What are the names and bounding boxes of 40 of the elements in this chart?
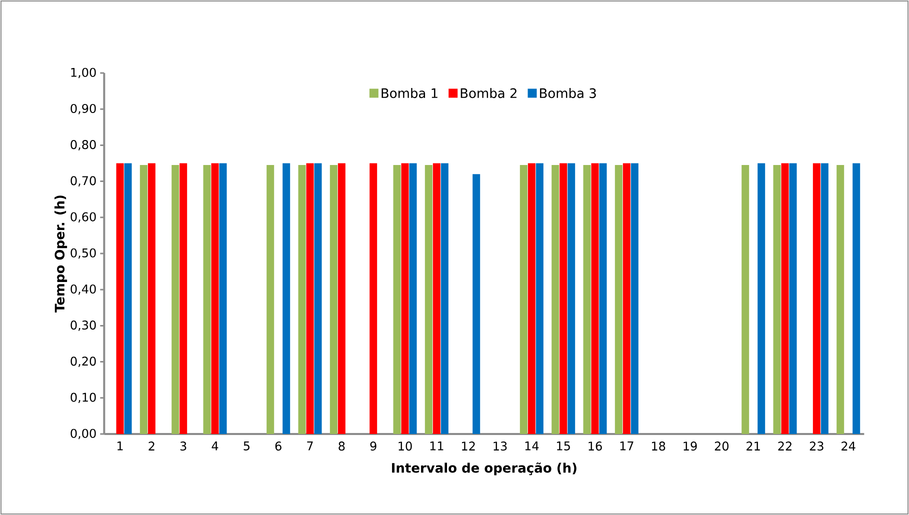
y-tick-label: 0,40 — [70, 284, 96, 295]
y-tick-label: 0,20 — [70, 356, 96, 367]
y-tick-label: 0,90 — [70, 104, 96, 114]
x-tick-label: 3 — [180, 442, 186, 451]
y-tick-label: 0,00 — [70, 428, 96, 440]
legend-label: Bomba 3 — [540, 88, 596, 98]
x-tick-label: 14 — [525, 442, 539, 450]
x-tick-label: 4 — [212, 442, 218, 450]
y-tick-label: 0,10 — [70, 392, 96, 404]
x-tick-label: 22 — [778, 442, 792, 450]
y-tick-label: 1,00 — [71, 68, 96, 78]
x-tick-label: 11 — [430, 442, 444, 450]
y-tick-label: 0,60 — [70, 212, 96, 223]
y-tick-label: 0,70 — [70, 176, 96, 186]
x-tick-label: 13 — [494, 442, 507, 451]
y-axis-title: Tempo Oper. (h) — [54, 196, 68, 312]
x-tick-label: 24 — [842, 442, 856, 450]
x-tick-label: 9 — [370, 442, 376, 451]
legend-label: Bomba 2 — [460, 88, 516, 98]
x-tick-label: 6 — [275, 442, 282, 451]
legend-label: Bomba 1 — [382, 88, 438, 98]
x-tick-label: 19 — [684, 442, 697, 451]
x-tick-label: 18 — [652, 442, 666, 451]
y-tick-label: 0,80 — [70, 140, 96, 150]
x-tick-label: 5 — [244, 442, 250, 450]
x-tick-label: 12 — [462, 442, 475, 450]
x-tick-label: 20 — [714, 442, 729, 451]
x-tick-label: 21 — [746, 442, 760, 450]
x-tick-label: 7 — [307, 442, 313, 450]
y-tick-label: 0,50 — [70, 248, 96, 259]
x-axis-title: Intervalo de operação (h) — [392, 462, 576, 476]
x-tick-label: 1 — [118, 442, 123, 450]
x-tick-label: 17 — [620, 442, 634, 450]
x-tick-label: 23 — [810, 442, 824, 451]
x-tick-label: 16 — [588, 442, 602, 451]
y-tick-label: 0,30 — [70, 320, 96, 331]
x-tick-label: 2 — [148, 442, 154, 450]
x-tick-label: 15 — [557, 442, 570, 450]
x-tick-label: 10 — [398, 442, 412, 451]
x-tick-label: 8 — [338, 442, 345, 451]
